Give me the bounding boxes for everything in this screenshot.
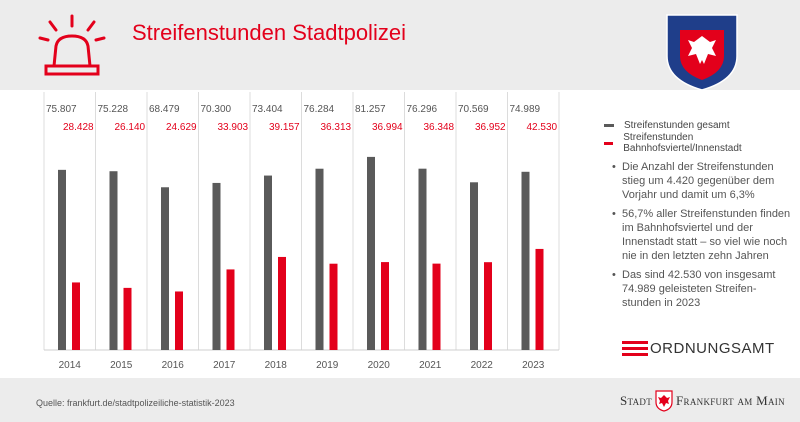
city-name-left: Stadt <box>620 393 653 408</box>
data-label-gesamt: 81.257 <box>355 104 386 115</box>
page-title: Streifenstunden Stadtpolizei <box>132 20 406 45</box>
bar-bahnhof <box>432 263 441 350</box>
data-label-bahnhof: 28.428 <box>63 122 94 133</box>
ordnungsamt-logo: ORDNUNGSAMT <box>622 339 775 357</box>
bar-gesamt <box>264 175 272 350</box>
data-label-bahnhof: 24.629 <box>166 122 197 133</box>
x-tick-label: 2021 <box>419 360 442 371</box>
data-label-bahnhof: 33.903 <box>218 122 249 133</box>
bullet-list: Die Anzahl der Streifenstunden stieg um … <box>612 160 794 315</box>
bar-gesamt <box>212 182 221 350</box>
data-label-gesamt: 75.807 <box>46 104 77 115</box>
stadtpolizei-badge-icon <box>666 14 738 91</box>
bar-bahnhof <box>72 282 80 350</box>
x-tick-label: 2017 <box>213 360 236 371</box>
city-name-right: Frankfurt am Main <box>676 393 785 408</box>
bar-gesamt <box>109 171 118 350</box>
data-label-bahnhof: 36.313 <box>321 122 352 133</box>
data-label-gesamt: 74.989 <box>510 104 541 115</box>
x-tick-label: 2020 <box>368 360 391 371</box>
bar-bahnhof <box>484 262 492 350</box>
bar-gesamt <box>315 168 324 350</box>
data-label-gesamt: 73.404 <box>252 104 283 115</box>
x-tick-label: 2018 <box>265 360 288 371</box>
legend-swatch-bahnhof <box>604 141 614 145</box>
data-label-gesamt: 70.300 <box>201 104 232 115</box>
data-label-gesamt: 76.296 <box>407 104 438 115</box>
x-tick-label: 2022 <box>471 360 494 371</box>
bar-gesamt <box>161 187 169 350</box>
eagle-seal-icon <box>655 390 673 412</box>
bar-bahnhof <box>123 287 132 350</box>
ordnungsamt-lines-icon <box>622 339 648 357</box>
bar-bahnhof <box>226 269 235 350</box>
city-logo: Stadt Frankfurt am Main <box>620 390 785 412</box>
bullet-item: 56,7% aller Streifenstunden finden im Ba… <box>612 207 794 263</box>
x-tick-label: 2015 <box>110 360 133 371</box>
data-label-bahnhof: 39.157 <box>269 122 300 133</box>
x-tick-label: 2014 <box>59 360 82 371</box>
chart: 75.807 28.428 2014 75.228 26.140 2015 68.479 24… <box>43 92 560 371</box>
data-label-bahnhof: 36.994 <box>372 122 403 133</box>
siren-icon <box>38 14 106 76</box>
data-label-bahnhof: 42.530 <box>527 122 558 133</box>
ordnungsamt-text: ORDNUNGSAMT <box>650 339 775 357</box>
legend-item-gesamt: Streifenstunden gesamt <box>604 116 800 134</box>
bar-bahnhof <box>535 248 544 350</box>
source-note: Quelle: frankfurt.de/stadtpolizeiliche-s… <box>36 398 235 408</box>
legend-label-bahnhof: Streifenstunden Bahnhofsviertel/Innensta… <box>623 132 742 154</box>
data-label-gesamt: 75.228 <box>98 104 129 115</box>
bar-gesamt <box>367 156 375 350</box>
bar-bahnhof <box>175 291 183 350</box>
data-label-gesamt: 68.479 <box>149 104 180 115</box>
x-tick-label: 2023 <box>522 360 545 371</box>
bullet-item: Die Anzahl der Streifenstunden stieg um … <box>612 160 794 202</box>
bar-bahnhof <box>381 262 389 350</box>
bar-gesamt <box>521 171 530 350</box>
data-label-gesamt: 76.284 <box>304 104 335 115</box>
bullet-item: Das sind 42.530 von insgesamt 74.989 gel… <box>612 268 794 310</box>
bar-gesamt <box>58 169 66 350</box>
data-label-bahnhof: 36.952 <box>475 122 506 133</box>
bar-gesamt <box>418 168 427 350</box>
bar-bahnhof <box>329 263 338 350</box>
x-tick-label: 2019 <box>316 360 339 371</box>
data-label-gesamt: 70.569 <box>458 104 489 115</box>
legend-label-gesamt: Streifenstunden gesamt <box>624 119 730 131</box>
data-label-bahnhof: 26.140 <box>115 122 146 133</box>
legend: Streifenstunden gesamt Streifenstunden B… <box>604 116 800 154</box>
data-label-bahnhof: 36.348 <box>424 122 455 133</box>
legend-swatch-gesamt <box>604 123 614 127</box>
bar-gesamt <box>470 182 478 350</box>
legend-item-bahnhof: Streifenstunden Bahnhofsviertel/Innensta… <box>604 132 800 154</box>
x-tick-label: 2016 <box>162 360 185 371</box>
bar-bahnhof <box>278 256 286 350</box>
